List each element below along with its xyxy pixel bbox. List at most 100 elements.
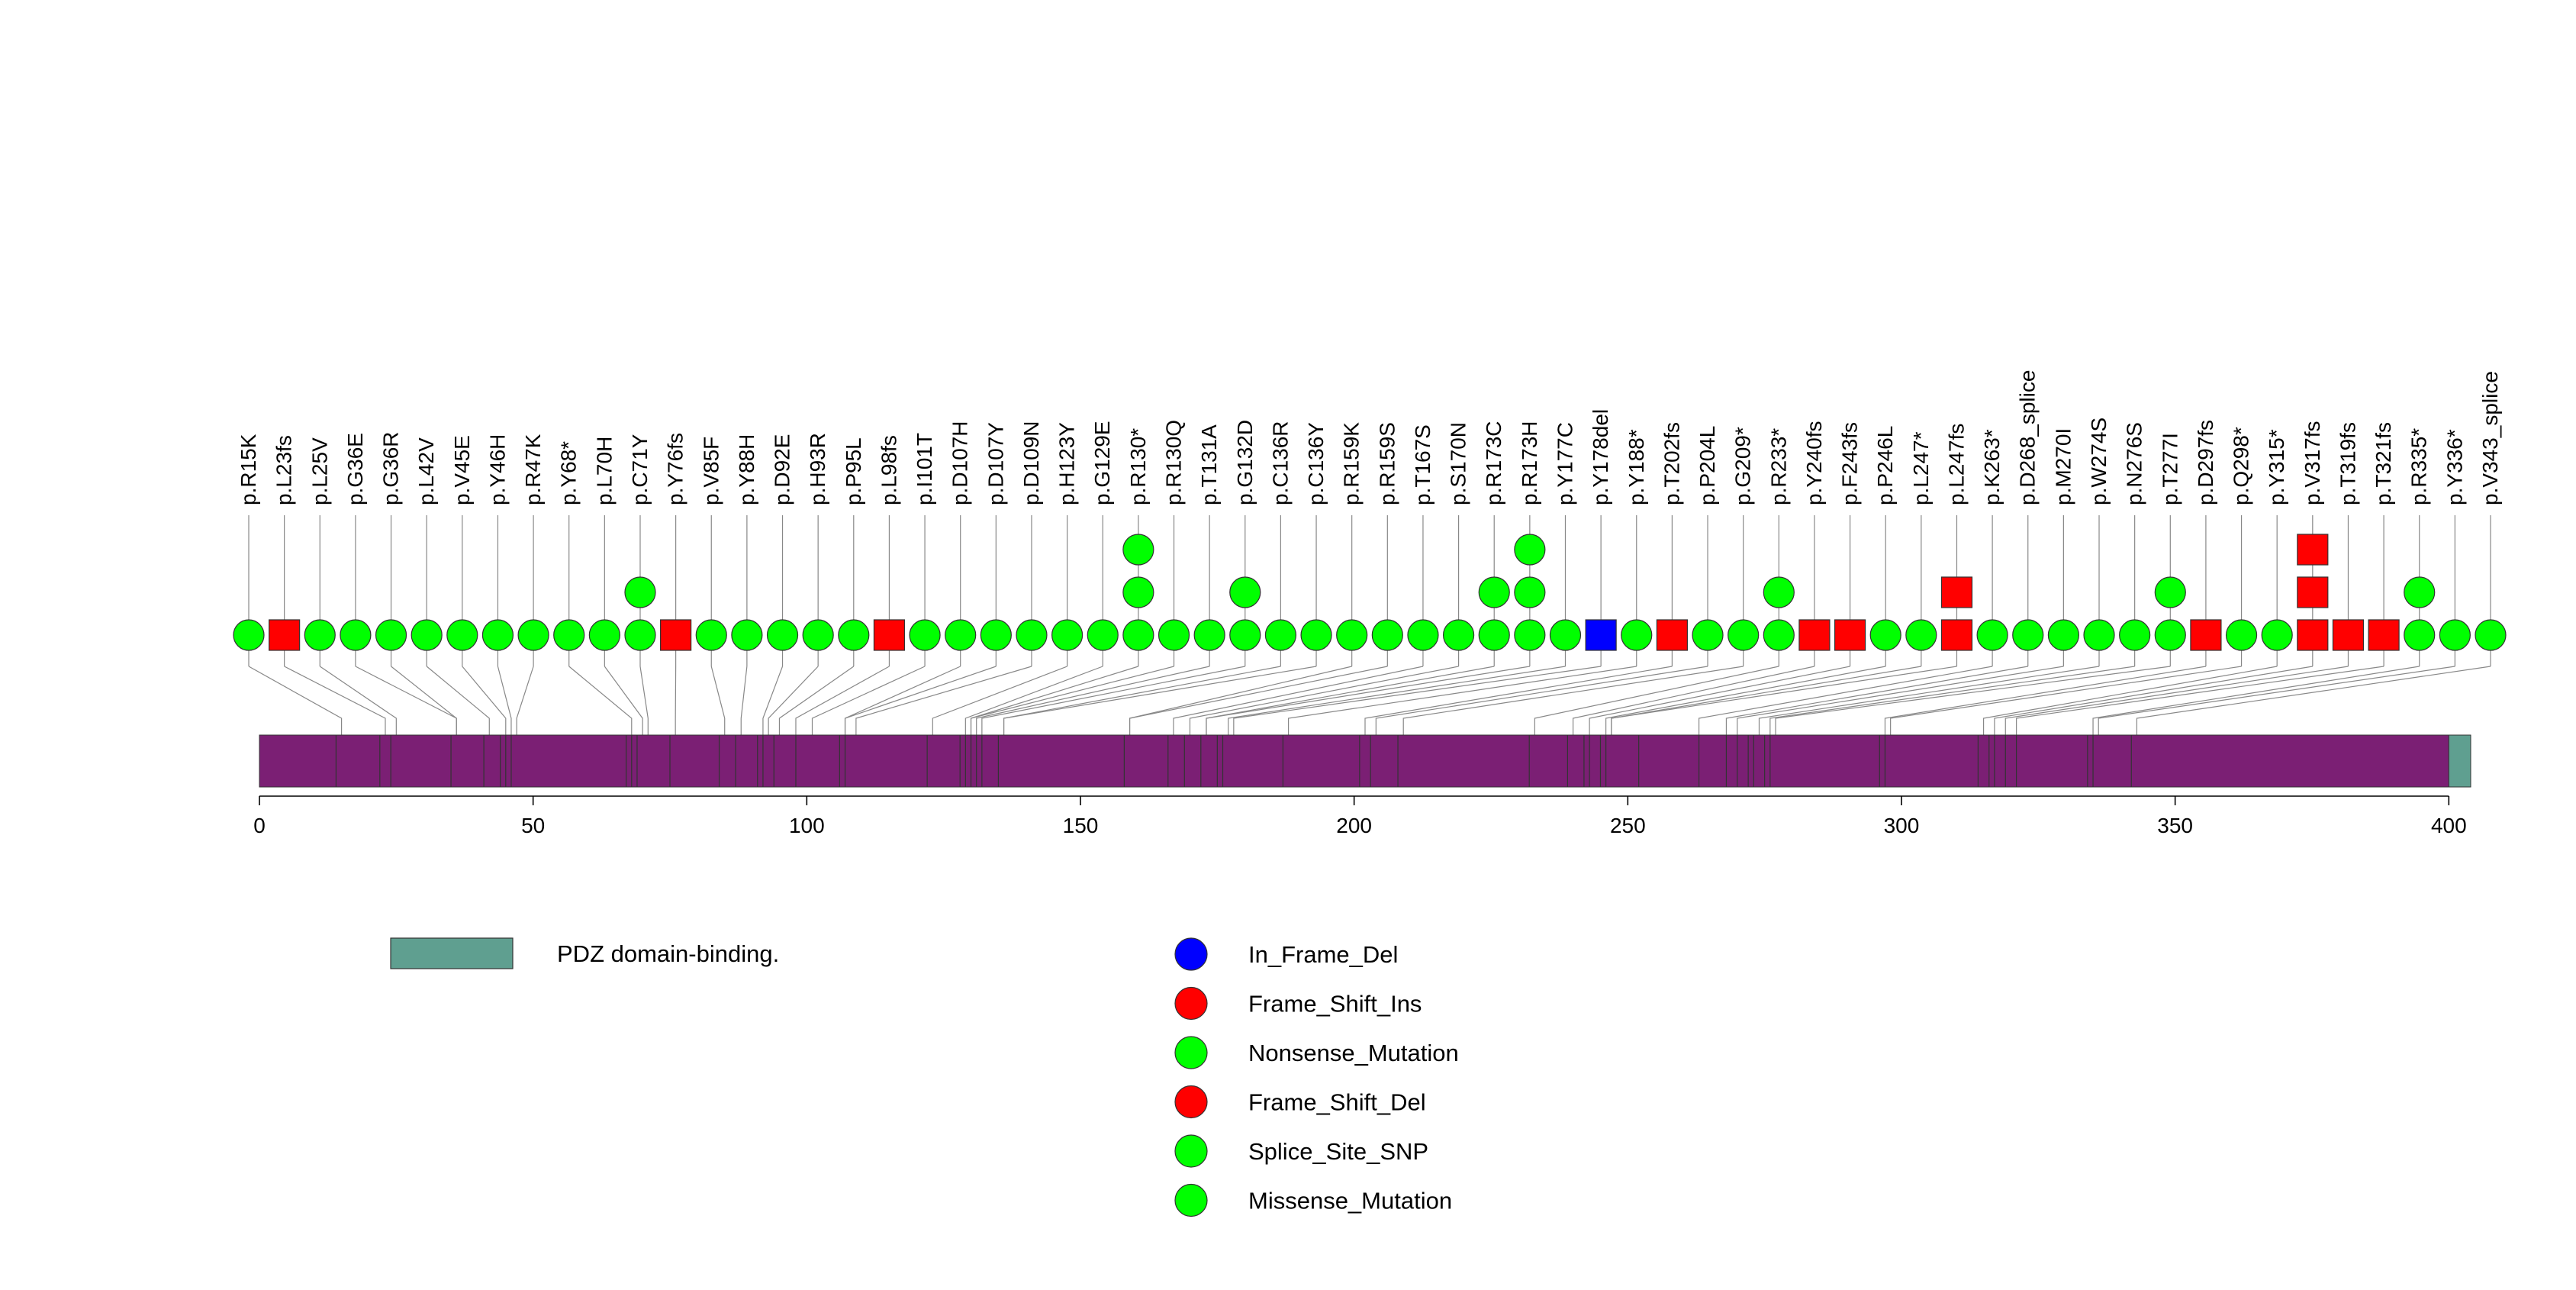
legend-mutation-label: Frame_Shift_Del xyxy=(1248,1089,1426,1116)
mutation-connector xyxy=(795,666,890,735)
mutation-marker-circle xyxy=(1728,619,1760,651)
mutation-marker-circle xyxy=(1300,619,1332,651)
mutation-connector xyxy=(1758,666,2100,735)
mutation-marker-circle xyxy=(375,619,407,651)
x-tick-label: 100 xyxy=(789,814,825,837)
mutation-marker-square xyxy=(2332,619,2365,651)
mutation-connector xyxy=(284,666,386,735)
mutation-marker-circle xyxy=(1229,576,1261,608)
mutation-connector xyxy=(1725,666,2028,735)
mutation-connector xyxy=(319,666,397,735)
mutation-label: p.C71Y xyxy=(628,434,652,505)
mutation-label: p.F243fs xyxy=(1838,422,1862,505)
mutation-label: p.G129E xyxy=(1090,421,1114,505)
mutation-marker-circle xyxy=(838,619,870,651)
mutation-marker-circle xyxy=(233,619,265,651)
mutation-marker-circle xyxy=(1087,619,1119,651)
mutation-marker-circle xyxy=(1407,619,1439,651)
legend-mutation-swatch xyxy=(1174,937,1208,971)
mutation-marker-circle xyxy=(2083,619,2115,651)
mutation-marker-circle xyxy=(1621,619,1653,651)
mutation-marker-circle xyxy=(340,619,372,651)
mutation-label: p.Y177C xyxy=(1553,422,1576,505)
mutation-label: p.R130Q xyxy=(1162,420,1186,505)
mutation-label: p.Y315* xyxy=(2265,429,2288,505)
mutation-marker-circle xyxy=(624,576,656,608)
mutation-label: p.V85F xyxy=(699,437,723,505)
mutation-connector xyxy=(981,666,1245,735)
domain-pdz-binding xyxy=(2448,734,2471,788)
mutation-connector xyxy=(1572,666,1815,735)
mutation-connector xyxy=(1173,666,1424,735)
mutation-marker-circle xyxy=(1549,619,1582,651)
mutation-label: p.Y178del xyxy=(1589,409,1612,505)
mutation-label: p.P246L xyxy=(1873,426,1897,505)
mutation-label: p.R15K xyxy=(237,434,260,505)
mutation-label: p.T321fs xyxy=(2372,422,2395,505)
mutation-label: p.R159K xyxy=(1340,422,1364,505)
mutation-connector xyxy=(2092,666,2420,735)
mutation-connector xyxy=(1364,666,1673,735)
mutation-marker-circle xyxy=(1122,619,1154,651)
mutation-connector xyxy=(1206,666,1530,735)
mutation-label: p.R159S xyxy=(1375,422,1399,505)
legend-mutation-swatch xyxy=(1174,1085,1208,1119)
mutation-connector xyxy=(1206,666,1495,735)
legend-mutation-swatch xyxy=(1174,1183,1208,1217)
mutation-marker-circle xyxy=(1193,619,1225,651)
mutation-connector xyxy=(1982,666,2278,735)
mutation-marker-circle xyxy=(588,619,620,651)
mutation-connector xyxy=(740,666,748,735)
mutation-label: p.Y76fs xyxy=(664,433,687,505)
mutation-marker-circle xyxy=(2047,619,2079,651)
mutation-label: p.G36R xyxy=(379,432,403,506)
mutation-marker-circle xyxy=(624,619,656,651)
mutation-marker-square xyxy=(1834,619,1866,651)
legend-mutation-label: Splice_Site_SNP xyxy=(1248,1138,1428,1165)
mutation-connector xyxy=(710,666,726,735)
mutation-label: p.D268_splice xyxy=(2016,370,2040,505)
mutation-label: p.W274S xyxy=(2087,418,2111,505)
mutation-marker-circle xyxy=(909,619,941,651)
mutation-label: p.D109N xyxy=(1019,421,1043,505)
mutation-marker-circle xyxy=(1016,619,1048,651)
mutation-marker-circle xyxy=(1514,576,1546,608)
mutation-marker-circle xyxy=(945,619,977,651)
mutation-connector xyxy=(976,666,1210,735)
mutation-marker-circle xyxy=(481,619,514,651)
mutation-label: p.G209* xyxy=(1731,427,1755,505)
mutation-label: p.P95L xyxy=(842,437,865,505)
mutation-connector xyxy=(1228,666,1566,735)
x-tick-label: 0 xyxy=(253,814,266,837)
mutation-label: p.T131A xyxy=(1197,424,1221,505)
legend-mutation-label: Missense_Mutation xyxy=(1248,1188,1452,1214)
mutation-connector xyxy=(639,666,649,735)
mutation-marker-circle xyxy=(980,619,1012,651)
mutation-label: p.R47K xyxy=(521,434,545,505)
mutation-connector xyxy=(497,666,512,735)
mutation-marker-square xyxy=(1940,619,1973,651)
mutation-marker-square xyxy=(2297,534,2329,566)
mutation-marker-circle xyxy=(1229,619,1261,651)
x-tick-label: 50 xyxy=(521,814,545,837)
mutation-label: p.R335* xyxy=(2407,428,2431,505)
mutation-connector xyxy=(1129,666,1388,735)
mutation-marker-circle xyxy=(1478,619,1510,651)
x-tick-label: 400 xyxy=(2431,814,2467,837)
mutation-label: p.V45E xyxy=(450,435,474,505)
mutation-marker-circle xyxy=(1763,619,1795,651)
mutation-marker-circle xyxy=(1478,576,1510,608)
mutation-marker-circle xyxy=(1371,619,1403,651)
mutation-label: p.R233* xyxy=(1766,428,1790,505)
legend-mutation-swatch xyxy=(1174,1036,1208,1069)
protein-track xyxy=(259,734,2471,788)
mutation-marker-circle xyxy=(517,619,549,651)
x-tick-label: 300 xyxy=(1884,814,1920,837)
mutation-label: p.L70H xyxy=(592,437,616,505)
mutation-label: p.P204L xyxy=(1695,426,1719,505)
mutation-connector xyxy=(1003,666,1281,735)
mutation-label: p.D92E xyxy=(771,434,794,505)
mutation-marker-circle xyxy=(304,619,336,651)
mutation-connector xyxy=(1003,666,1317,735)
